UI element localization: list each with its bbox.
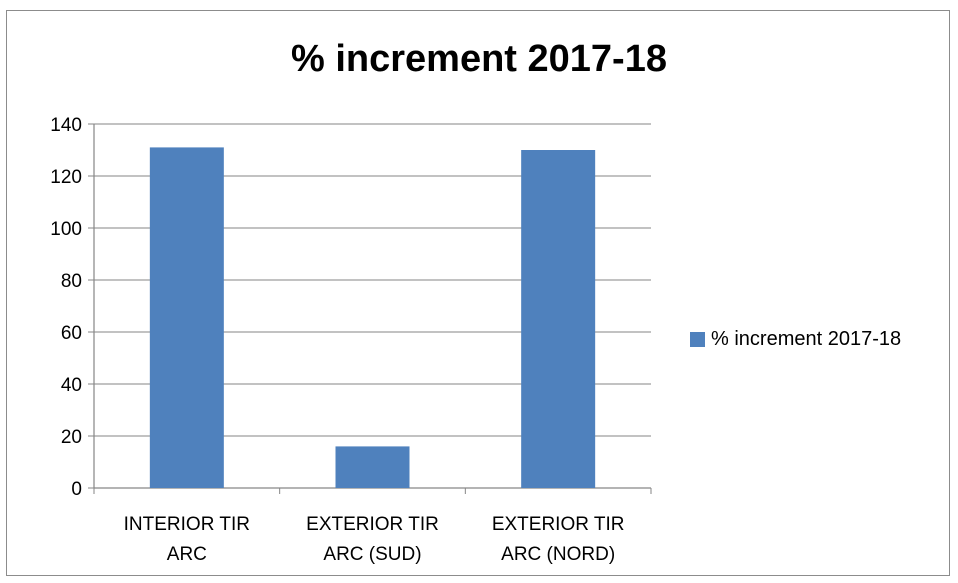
y-tick-label: 0	[71, 479, 82, 500]
x-category-label: EXTERIOR TIR ARC (SUD)	[306, 514, 439, 565]
bar	[335, 446, 410, 488]
legend-swatch	[690, 332, 705, 347]
x-category-label: EXTERIOR TIR ARC (NORD)	[492, 514, 625, 565]
y-tick-labels: 0 20 40 60 80 100 120 140	[50, 115, 82, 500]
x-category-labels: INTERIOR TIR ARC EXTERIOR TIR ARC (SUD) EXTE…	[124, 514, 625, 565]
y-tick-label: 60	[61, 323, 82, 344]
legend-label: % increment 2017-18	[711, 328, 902, 350]
legend: % increment 2017-18	[690, 328, 901, 351]
y-tick-label: 140	[50, 115, 82, 136]
x-category-label: INTERIOR TIR ARC	[124, 514, 250, 565]
bars	[149, 147, 596, 488]
y-tick-label: 80	[61, 271, 82, 292]
bar	[149, 147, 224, 488]
chart-title: % increment 2017-18	[291, 38, 667, 80]
y-tick-label: 120	[50, 167, 82, 188]
y-tick-label: 20	[61, 427, 82, 448]
y-tick-label: 100	[50, 219, 82, 240]
y-tick-label: 40	[61, 375, 82, 396]
bar	[521, 150, 596, 488]
